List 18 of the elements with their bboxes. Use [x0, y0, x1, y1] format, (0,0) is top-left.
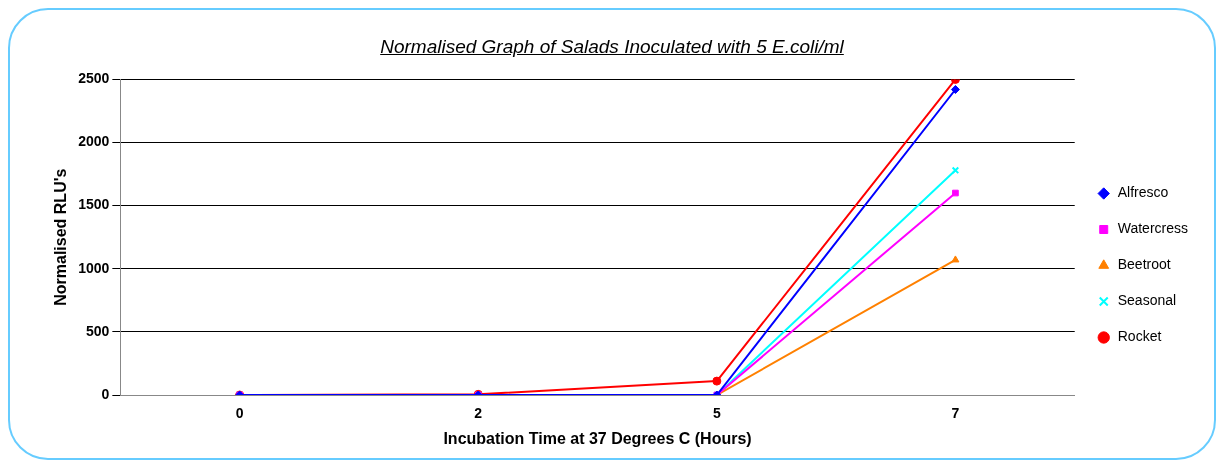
x-tick-label: 0	[235, 405, 244, 422]
y-tick-label: 1000	[78, 259, 110, 276]
y-tick-label: 500	[85, 322, 110, 339]
y-tick-label: 2500	[78, 70, 110, 87]
x-tick-label: 7	[951, 405, 960, 422]
legend-label: Beetroot	[1117, 256, 1171, 273]
y-axis-title: Normalised RLU's	[52, 168, 70, 306]
x-tick-label: 2	[474, 405, 483, 422]
y-tick-label: 2000	[78, 133, 110, 150]
chart-title: Normalised Graph of Salads Inoculated with 5 E.coli/ml	[379, 36, 845, 58]
legend-label: Watercress	[1117, 220, 1189, 237]
y-tick-label: 0	[101, 385, 110, 402]
x-axis-title: Incubation Time at 37 Degrees C (Hours)	[443, 429, 752, 447]
legend-label: Alfresco	[1117, 184, 1169, 201]
x-tick-label: 5	[712, 405, 721, 422]
y-tick-label: 1500	[78, 196, 110, 213]
legend-label: Seasonal	[1117, 292, 1177, 309]
legend-label: Rocket	[1117, 328, 1162, 345]
